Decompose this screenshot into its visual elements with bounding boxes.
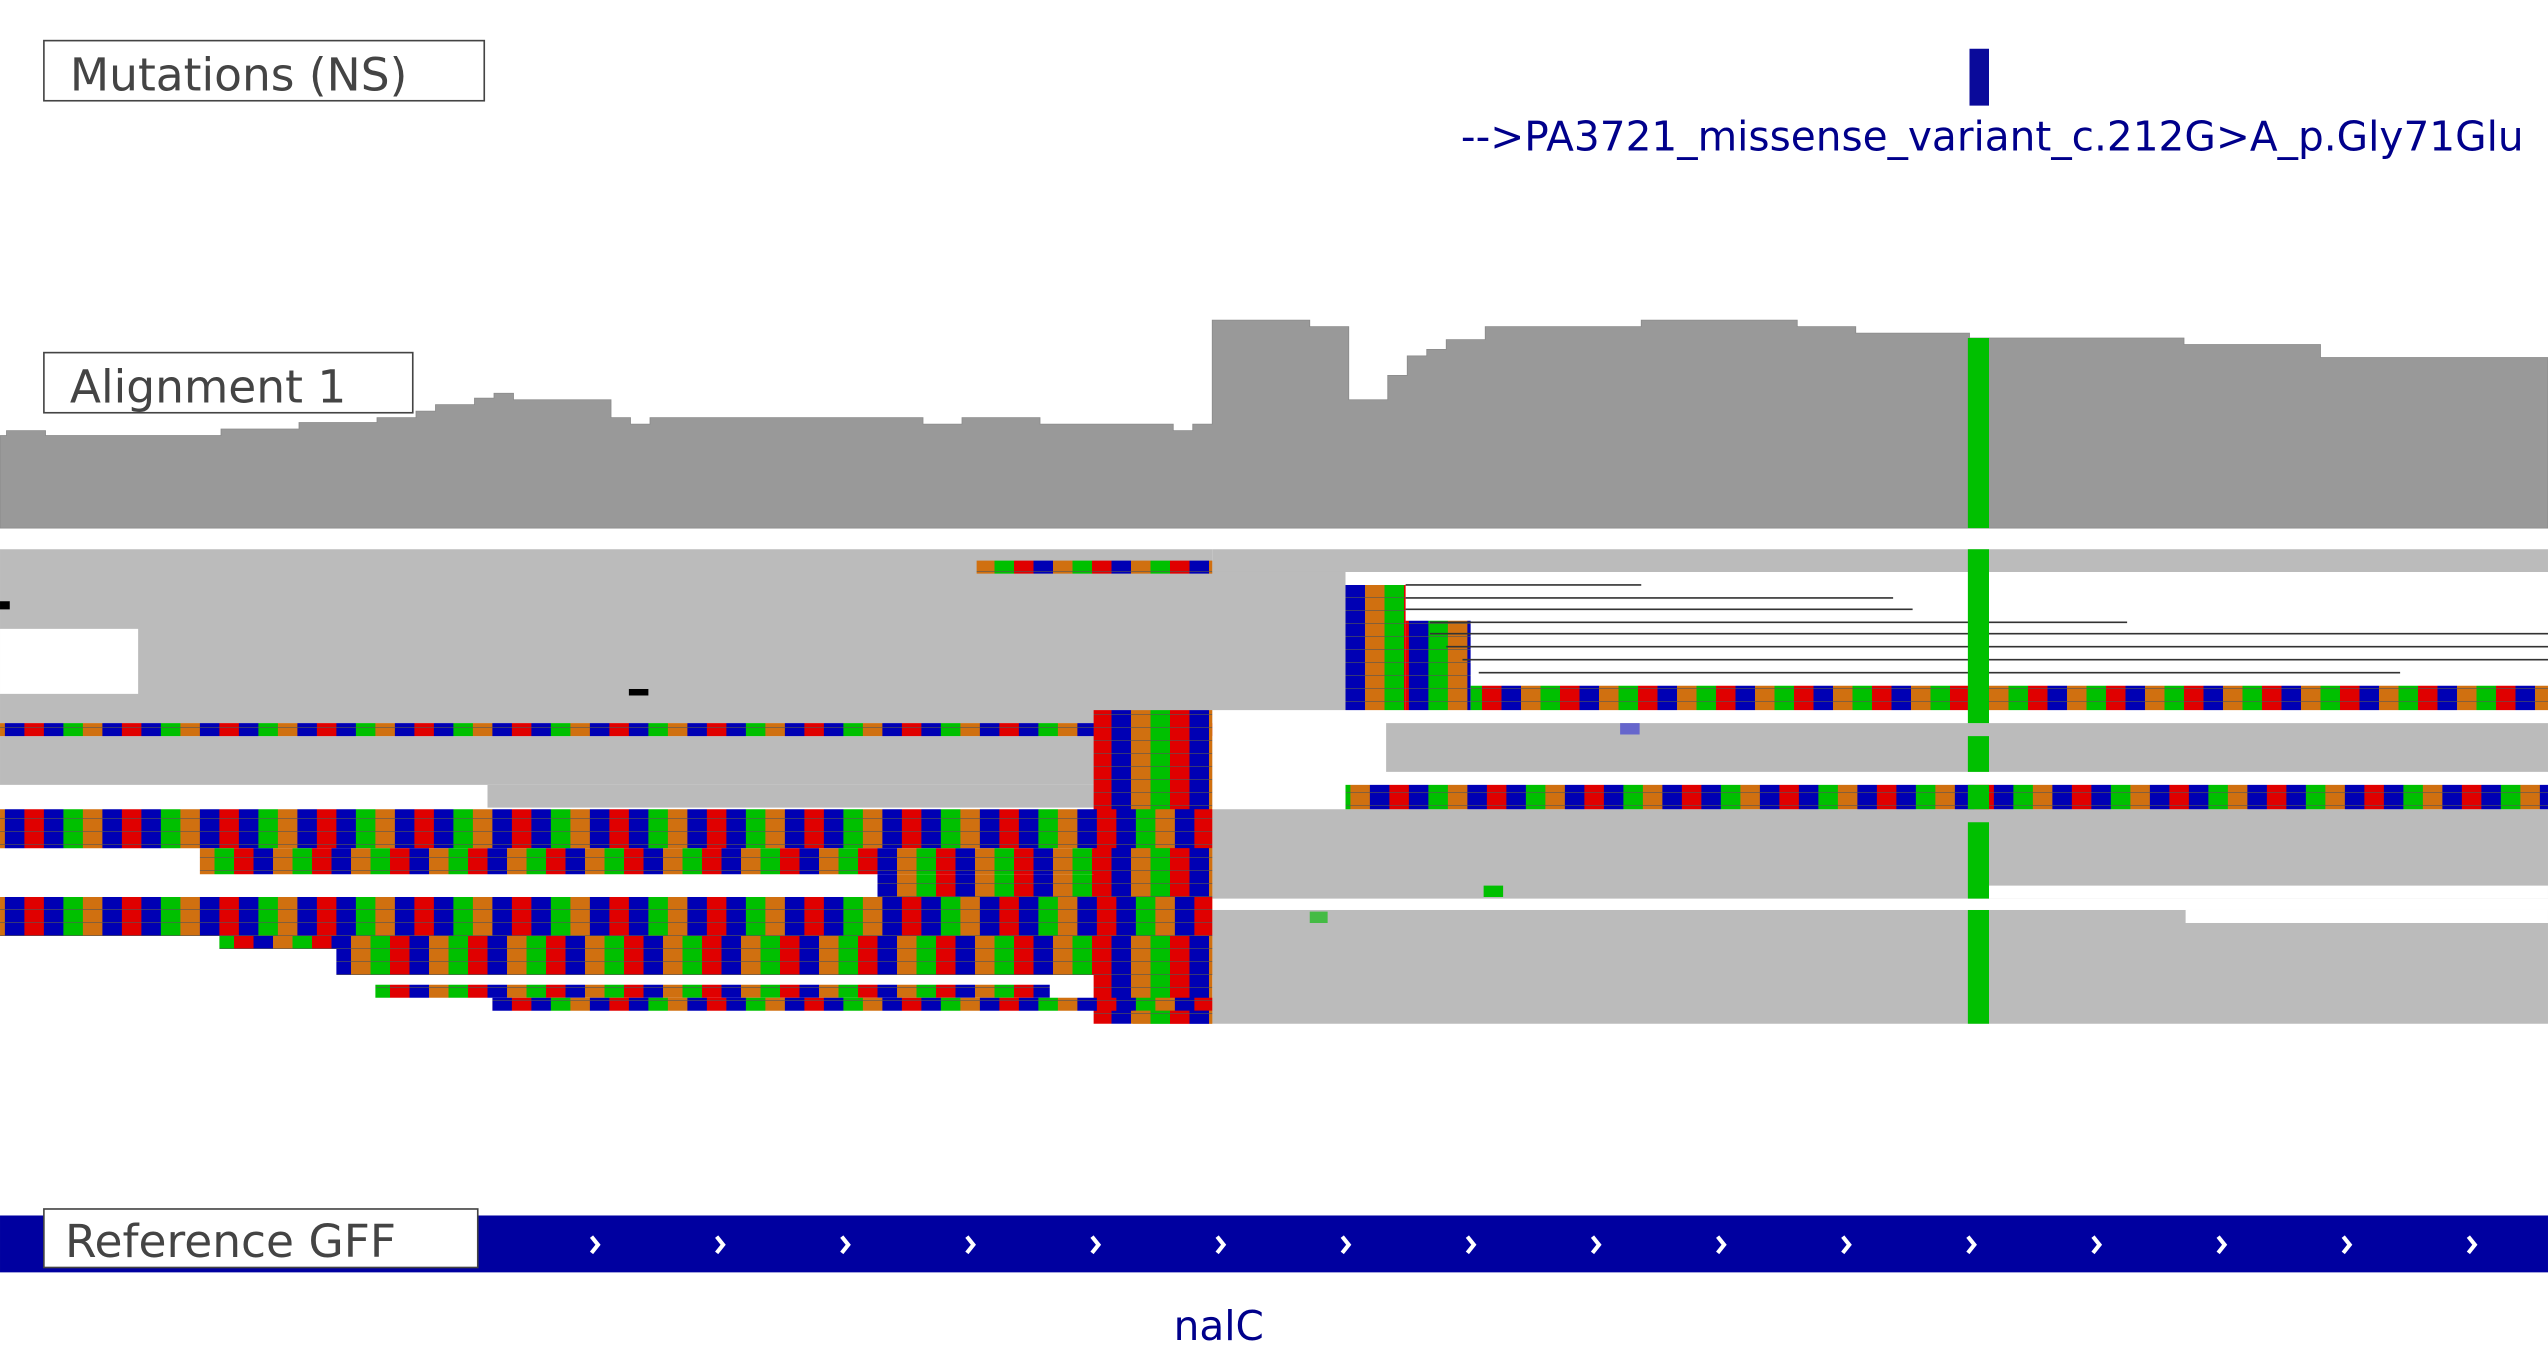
track-label[interactable]: Alignment 1 (70, 360, 346, 413)
strand-arrows (589, 1235, 2478, 1255)
track-label-box (43, 351, 414, 414)
gene-label[interactable]: nalC (1174, 1302, 1264, 1350)
track-label[interactable]: Reference GFF (65, 1215, 396, 1268)
track-label[interactable]: Mutations (NS) (70, 48, 407, 101)
coverage-snp (1967, 337, 1989, 529)
mutation-feature[interactable] (1969, 48, 1989, 106)
feature-label[interactable]: -->PA3721_missense_variant_c.212G>A_p.Gl… (1461, 113, 2524, 161)
reads (0, 549, 2548, 1024)
track-label-box (43, 39, 486, 102)
coverage (0, 319, 2548, 529)
track-label-box (43, 1208, 479, 1269)
